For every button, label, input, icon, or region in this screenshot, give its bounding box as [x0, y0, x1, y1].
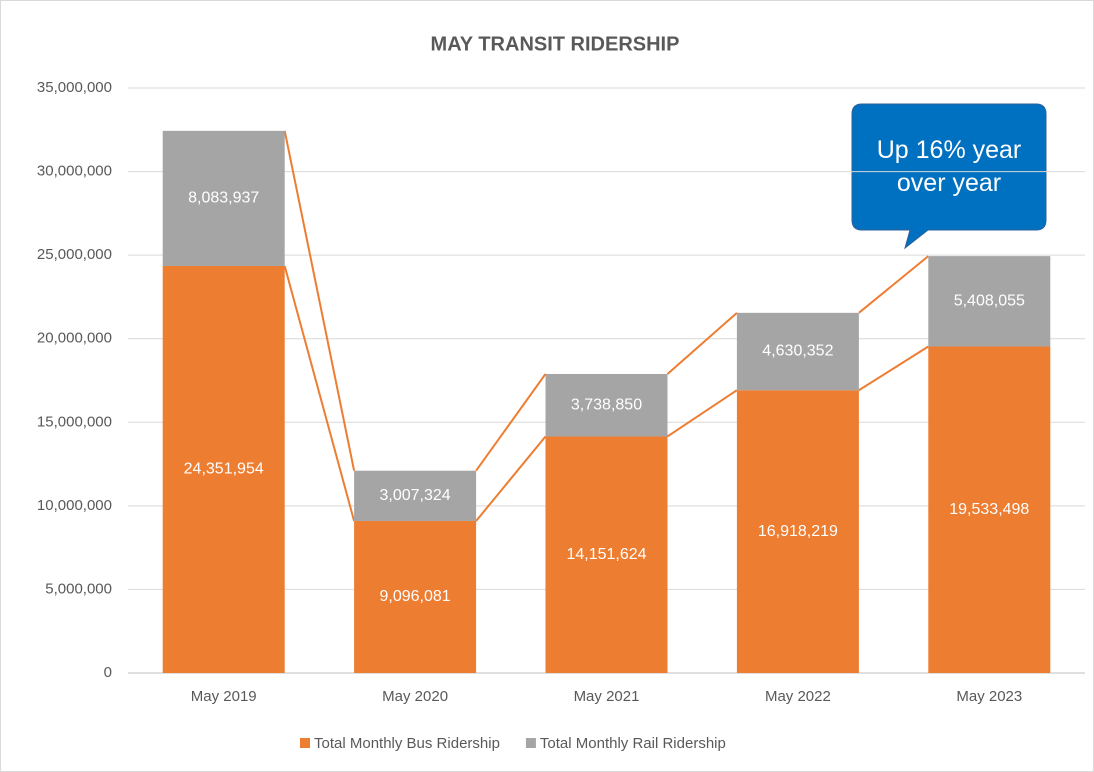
- legend-label: Total Monthly Rail Ridership: [540, 735, 726, 752]
- series-line: [666, 389, 738, 438]
- series-line: [858, 345, 929, 392]
- data-label: 8,083,937: [188, 190, 259, 207]
- legend-label: Total Monthly Bus Ridership: [314, 735, 500, 752]
- x-tick-label: May 2022: [765, 688, 831, 705]
- series-line: [283, 130, 356, 471]
- bar-segment: [162, 130, 285, 266]
- chart-title: MAY TRANSIT RIDERSHIP: [431, 33, 680, 55]
- bar-segment: [928, 346, 1051, 673]
- x-tick-label: May 2019: [191, 688, 257, 705]
- bar-segment: [162, 265, 285, 673]
- bar-segment: [545, 373, 668, 437]
- y-tick-label: 15,000,000: [37, 413, 112, 430]
- series-line: [475, 373, 547, 472]
- y-tick-label: 10,000,000: [37, 497, 112, 514]
- x-tick-label: May 2023: [956, 688, 1022, 705]
- data-label: 4,630,352: [762, 343, 833, 360]
- bar-segment: [354, 520, 477, 673]
- data-label: 14,151,624: [566, 546, 646, 563]
- x-tick-label: May 2020: [382, 688, 448, 705]
- x-tick-label: May 2021: [574, 688, 640, 705]
- data-label: 16,918,219: [758, 523, 838, 540]
- bar-segment: [354, 470, 477, 521]
- y-tick-label: 35,000,000: [37, 79, 112, 96]
- series-line: [666, 312, 738, 375]
- y-tick-label: 30,000,000: [37, 163, 112, 180]
- bar-segment: [928, 256, 1051, 347]
- series-line: [858, 255, 929, 314]
- legend-swatch: [525, 738, 536, 748]
- y-tick-label: 0: [104, 664, 112, 681]
- data-label: 24,351,954: [184, 461, 264, 478]
- data-label: 9,096,081: [380, 588, 451, 605]
- callout-text: Up 16% year over year: [876, 136, 1022, 197]
- series-line: [475, 435, 547, 522]
- y-tick-label: 20,000,000: [37, 330, 112, 347]
- y-tick-label: 25,000,000: [37, 246, 112, 263]
- bar-segment: [545, 436, 668, 673]
- bar-segment: [736, 390, 859, 673]
- y-tick-label: 5,000,000: [45, 580, 112, 597]
- data-label: 3,007,324: [380, 487, 451, 504]
- data-label: 19,533,498: [949, 501, 1029, 518]
- callout-box: [851, 103, 1047, 250]
- legend-swatch: [300, 738, 310, 748]
- data-label: 5,408,055: [954, 293, 1025, 310]
- data-label: 3,738,850: [571, 396, 642, 413]
- series-line: [283, 265, 356, 522]
- bar-segment: [736, 312, 859, 391]
